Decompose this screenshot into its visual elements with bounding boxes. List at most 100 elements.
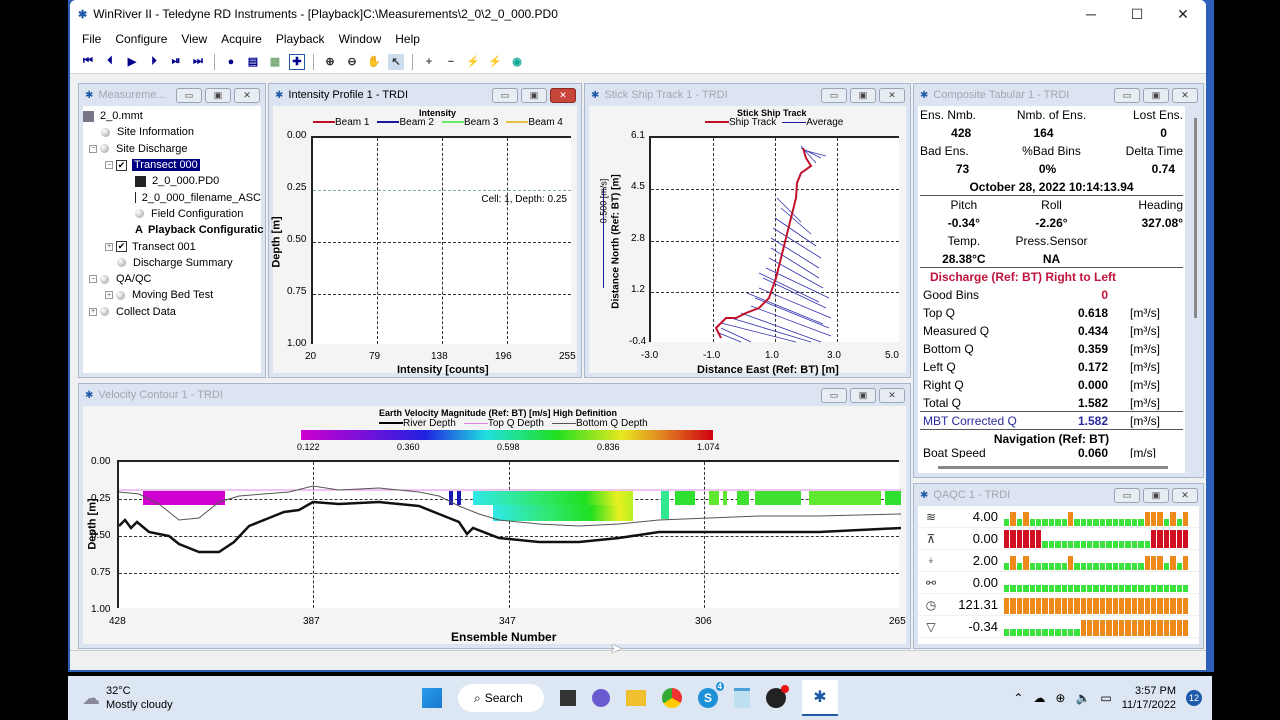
menu-window[interactable]: Window <box>338 32 382 46</box>
minimize-button[interactable]: ▭ <box>492 87 518 103</box>
restore-button[interactable]: ▣ <box>521 87 547 103</box>
horizontal-scrollbar[interactable] <box>938 466 1168 469</box>
file-explorer-icon[interactable] <box>626 690 646 706</box>
disk-icon <box>135 175 146 187</box>
task-view-icon[interactable] <box>560 690 576 706</box>
minimize-button[interactable]: ─ <box>1086 6 1096 22</box>
restore-button[interactable]: ▣ <box>850 387 876 403</box>
tree-item-mmt[interactable]: 2_0.mmt <box>83 108 261 124</box>
mmt-file-icon <box>83 110 94 122</box>
plot-area[interactable] <box>117 460 901 608</box>
search-button[interactable]: ⌕ Search <box>458 684 544 712</box>
menu-help[interactable]: Help <box>395 32 420 46</box>
qaqc-row: ◷ 121.31 <box>918 594 1199 616</box>
tree-item-asc-file[interactable]: 2_0_000_filename_ASC <box>135 191 261 204</box>
checkbox-icon[interactable]: ✔ <box>116 159 127 171</box>
onedrive-icon[interactable]: ☁ <box>1033 691 1046 705</box>
tree-item-discharge-summary[interactable]: Discharge Summary <box>83 255 261 271</box>
close-button[interactable]: ✕ <box>879 387 905 403</box>
vertical-scrollbar[interactable] <box>1194 118 1197 318</box>
restore-button[interactable]: ▣ <box>850 87 876 103</box>
plot-area[interactable] <box>603 136 899 343</box>
tree-item-playback-configuration[interactable]: A Playback Configuratic <box>135 224 264 237</box>
minimize-button[interactable]: ▭ <box>176 87 202 103</box>
chart-legend: Beam 1 Beam 2 Beam 3 Beam 4 <box>313 117 563 128</box>
pan-hand-icon[interactable]: ✋ <box>367 56 381 68</box>
maximize-button[interactable]: ☐ <box>1130 5 1144 22</box>
checkbox-icon[interactable]: ✔ <box>116 241 127 253</box>
close-button[interactable]: ✕ <box>1172 487 1198 503</box>
minimize-button[interactable]: ▭ <box>1114 487 1140 503</box>
collapse-icon[interactable]: − <box>89 275 97 284</box>
lightning-red-icon[interactable]: ⚡ <box>488 56 502 68</box>
weather-widget[interactable]: ☁ 32°C Mostly cloudy <box>82 684 173 712</box>
tree-item-qaqc[interactable]: − QA/QC <box>89 273 152 286</box>
teams-chat-icon[interactable] <box>592 689 610 707</box>
collapse-icon[interactable]: − <box>89 144 97 153</box>
battery-icon[interactable]: ▭ <box>1100 691 1112 705</box>
clock[interactable]: 3:57 PM 11/17/2022 <box>1121 685 1176 711</box>
menu-file[interactable]: File <box>82 32 102 46</box>
network-icon[interactable]: ⊕ <box>1055 691 1066 705</box>
step-forward-icon[interactable]: ⏯ <box>171 55 181 67</box>
restore-button[interactable]: ▣ <box>1143 87 1169 103</box>
close-button[interactable]: ✕ <box>1177 5 1189 22</box>
expand-icon[interactable]: + <box>105 242 113 251</box>
mbt-row: MBT Corrected Q 1.582 [m³/s] <box>920 412 1183 430</box>
tree-item-site-discharge[interactable]: − Site Discharge <box>89 142 188 155</box>
tree-item-transect-001[interactable]: + ✔ Transect 001 <box>105 240 196 253</box>
minimize-button[interactable]: ▭ <box>1114 87 1140 103</box>
minimize-button[interactable]: ▭ <box>821 387 847 403</box>
auto-scale-icon[interactable]: ▦ <box>269 56 281 68</box>
plot-area[interactable]: Cell: 1, Depth: 0.25 <box>311 136 571 344</box>
chrome-icon[interactable] <box>662 688 682 708</box>
close-button[interactable]: ✕ <box>550 87 576 103</box>
collapse-icon[interactable]: − <box>105 161 113 170</box>
volume-icon[interactable]: 🔈 <box>1075 691 1091 705</box>
fit-icon[interactable]: ✚ <box>289 53 305 70</box>
tree-item-collect-data[interactable]: + Collect Data <box>89 305 176 318</box>
zoom-out-icon[interactable]: ⊖ <box>347 56 357 68</box>
ship-track-window: ✱ Stick Ship Track 1 - TRDI ▭ ▣ ✕ Stick … <box>584 83 911 378</box>
minimize-button[interactable]: ▭ <box>821 87 847 103</box>
notepad-icon[interactable] <box>734 688 750 708</box>
menu-view[interactable]: View <box>181 32 208 46</box>
marker-icon[interactable]: ● <box>227 55 235 68</box>
zoom-in-icon[interactable]: ⊕ <box>325 56 335 68</box>
expand-icon[interactable]: + <box>89 307 97 316</box>
teledyne-logo-icon: ✱ <box>85 89 94 101</box>
expand-icon[interactable]: + <box>105 291 113 300</box>
previous-ensemble-icon[interactable]: ⏴ <box>107 55 113 67</box>
ball-icon <box>135 209 144 219</box>
properties-icon[interactable]: ▤ <box>247 56 259 68</box>
restore-button[interactable]: ▣ <box>205 87 231 103</box>
close-button[interactable]: ✕ <box>234 87 260 103</box>
close-button[interactable]: ✕ <box>879 87 905 103</box>
tree-item-moving-bed-test[interactable]: + Moving Bed Test <box>105 289 214 302</box>
tree-item-site-information[interactable]: Site Information <box>83 124 261 140</box>
winriver-taskbar-icon[interactable]: ✱ <box>802 680 838 716</box>
menu-playback[interactable]: Playback <box>275 32 325 46</box>
ball-icon <box>101 127 110 137</box>
menu-configure[interactable]: Configure <box>115 32 168 46</box>
play-icon[interactable]: ▶ <box>127 56 137 68</box>
globe-icon[interactable]: ◉ <box>512 56 522 68</box>
lightning-green-icon[interactable]: ⚡ <box>466 56 480 68</box>
tree-item-field-configuration[interactable]: Field Configuration <box>83 206 261 222</box>
tree-item-transect-000[interactable]: − ✔ Transect 000 <box>105 159 200 172</box>
add-point-icon[interactable]: + <box>425 55 433 68</box>
last-ensemble-icon[interactable]: ⏭ <box>193 55 203 67</box>
next-ensemble-icon[interactable]: ⏵ <box>151 55 157 67</box>
remove-point-icon[interactable]: − <box>447 55 455 68</box>
close-button[interactable]: ✕ <box>1172 87 1198 103</box>
restore-button[interactable]: ▣ <box>1143 487 1169 503</box>
chevron-up-icon[interactable]: ⌃ <box>1013 691 1024 705</box>
obs-icon[interactable] <box>766 685 789 708</box>
windows-start-icon[interactable] <box>422 688 442 708</box>
first-ensemble-icon[interactable]: ⏮ <box>83 55 93 67</box>
tree-item-pd0-file[interactable]: 2_0_000.PD0 <box>83 173 261 189</box>
select-pointer-icon[interactable]: ↖ <box>388 53 404 70</box>
menu-acquire[interactable]: Acquire <box>221 32 262 46</box>
notification-badge[interactable]: 12 <box>1186 690 1202 706</box>
